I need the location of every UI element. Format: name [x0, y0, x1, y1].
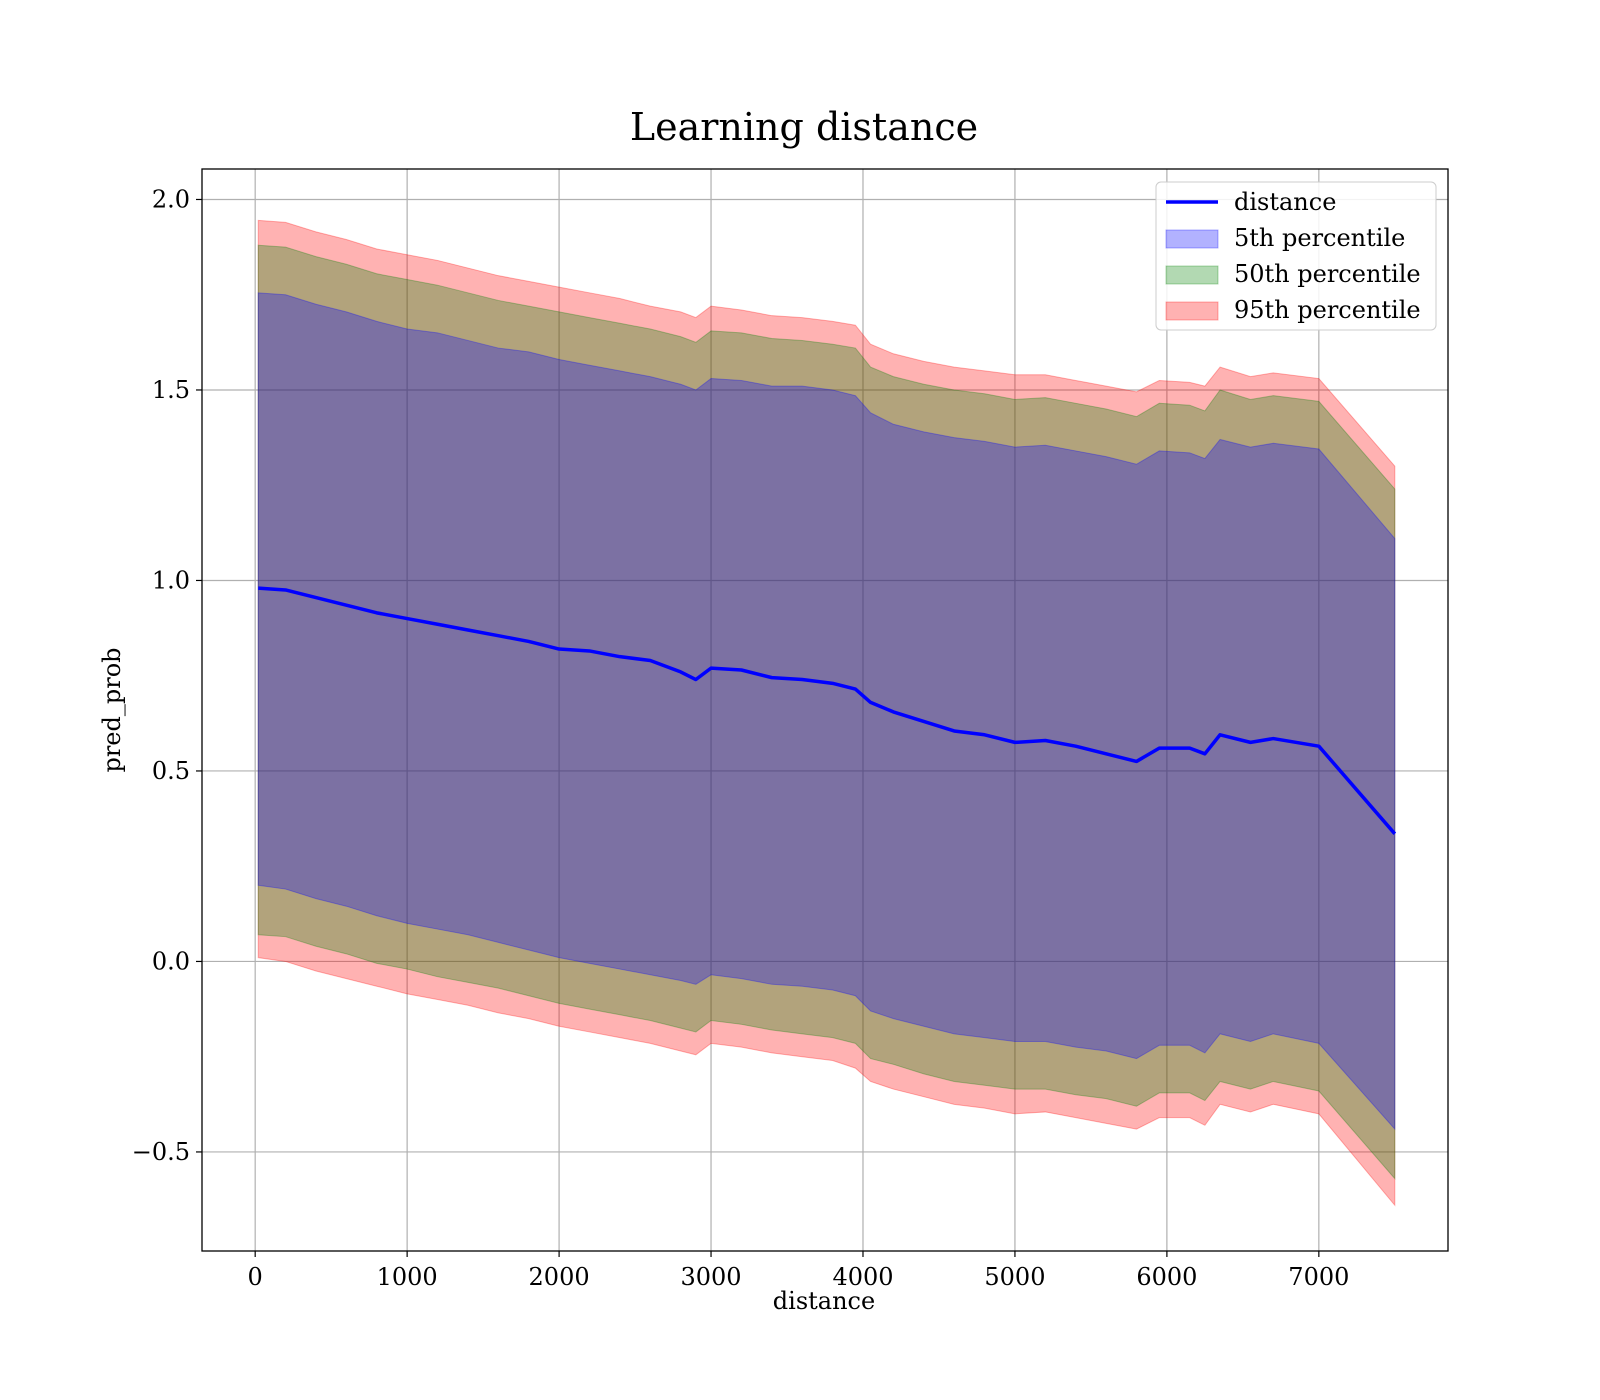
x-tick-label: 5000 — [984, 1263, 1045, 1291]
legend-swatch-5th-percentile — [1165, 229, 1219, 249]
x-tick-label: 2000 — [529, 1263, 590, 1291]
y-tick-label: −0.5 — [132, 1138, 190, 1166]
legend: distance 5th percentile 50th percentile 95t… — [1155, 181, 1437, 331]
plot-frame — [201, 168, 1449, 1252]
legend-box — [1155, 181, 1437, 331]
y-axis-label: pred_prob — [98, 647, 126, 772]
x-tick-label: 4000 — [832, 1263, 893, 1291]
band-5th-percentile — [257, 292, 1396, 1131]
chart-title: Learning distance — [630, 105, 978, 149]
x-ticks: 0 1000 2000 3000 4000 5000 6000 7000 — [248, 1251, 1349, 1291]
legend-label-95th-percentile: 95th percentile — [1234, 296, 1421, 324]
x-tick-label: 3000 — [680, 1263, 741, 1291]
band-95th-percentile — [257, 219, 1396, 1207]
y-tick-label: 0.0 — [152, 947, 190, 975]
line-distance — [258, 586, 1397, 835]
y-tick-label: 1.5 — [152, 376, 190, 404]
legend-label-5th-percentile: 5th percentile — [1234, 224, 1405, 252]
legend-swatch-95th-percentile — [1165, 301, 1219, 321]
x-tick-label: 6000 — [1136, 1263, 1197, 1291]
y-tick-label: 2.0 — [152, 185, 190, 213]
x-axis-label: distance — [773, 1287, 875, 1315]
y-tick-label: 1.0 — [152, 566, 190, 594]
lines — [258, 586, 1397, 835]
bands — [257, 219, 1396, 1207]
x-tick-label: 1000 — [377, 1263, 438, 1291]
x-tick-label: 0 — [248, 1263, 263, 1291]
legend-label-50th-percentile: 50th percentile — [1234, 260, 1421, 288]
y-ticks: −0.5 0.0 0.5 1.0 1.5 2.0 — [132, 185, 202, 1166]
band-50th-percentile — [257, 244, 1396, 1180]
legend-label-distance: distance — [1234, 188, 1336, 216]
x-tick-label: 7000 — [1288, 1263, 1349, 1291]
y-tick-label: 0.5 — [152, 757, 190, 785]
legend-swatch-50th-percentile — [1165, 265, 1219, 285]
